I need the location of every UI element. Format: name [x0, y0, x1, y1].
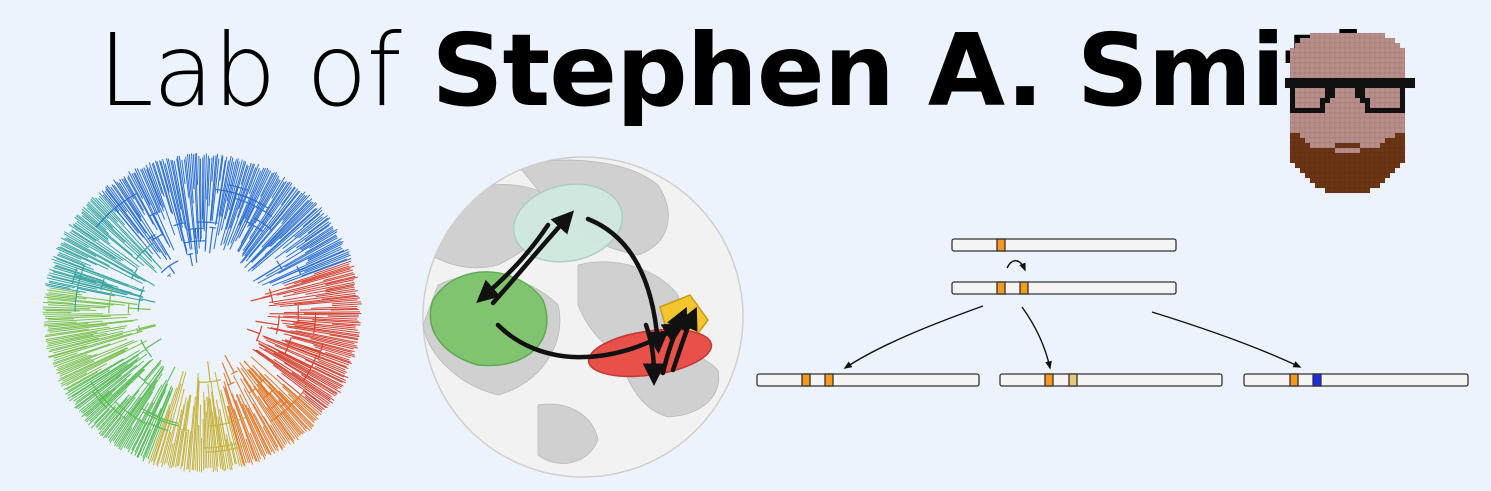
page-title: Lab of Stephen A. Smith	[98, 6, 1402, 136]
gene-segment	[1019, 281, 1029, 295]
biogeography-globe-icon	[422, 156, 744, 478]
gene-bar-left	[756, 373, 980, 387]
gene-segment	[1044, 373, 1054, 387]
title-name: Stephen A. Smith	[431, 12, 1402, 129]
gene-segment	[824, 373, 834, 387]
gene-bar-right	[1243, 373, 1469, 387]
gene-bar-top	[951, 238, 1177, 252]
phylogenetic-tree-icon	[42, 153, 362, 473]
gene-bar-middle	[999, 373, 1223, 387]
title-prefix: Lab of	[98, 12, 402, 129]
gene-segment	[801, 373, 811, 387]
gene-segment	[996, 238, 1006, 252]
gene-bar-duplicated	[951, 281, 1177, 295]
gene-segment	[996, 281, 1006, 295]
gene-duplication-diagram-icon	[756, 238, 1469, 387]
gene-segment	[1312, 373, 1322, 387]
gene-segment	[1289, 373, 1299, 387]
gene-segment	[1068, 373, 1078, 387]
avatar-icon	[1284, 32, 1416, 194]
